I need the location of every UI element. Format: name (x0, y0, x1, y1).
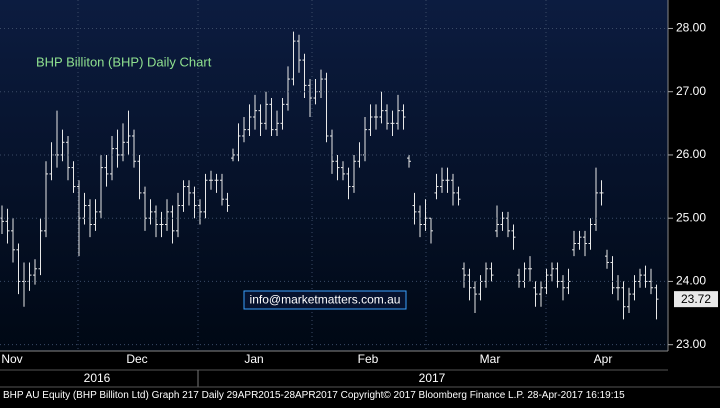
month-label: Nov (1, 352, 22, 366)
chart-title: BHP Billiton (BHP) Daily Chart (36, 54, 212, 69)
month-label: Jan (244, 352, 263, 366)
y-tick-label: 27.00 (676, 84, 706, 98)
ohlc-bars (0, 31, 659, 320)
annotation: info@marketmatters.com.au (250, 293, 401, 307)
year-label: 2016 (84, 371, 111, 385)
footer: BHP AU Equity (BHP Billiton Ltd) Graph 2… (3, 390, 625, 401)
y-tick-label: 23.00 (676, 337, 706, 351)
last-price-box (674, 291, 718, 308)
month-label: Apr (594, 352, 613, 366)
y-tick-label: 24.00 (676, 274, 706, 288)
month-label: Mar (480, 352, 501, 366)
y-tick-label: 25.00 (676, 210, 706, 224)
y-tick-label: 26.00 (676, 147, 706, 161)
month-label: Dec (126, 352, 147, 366)
annotation-box (243, 290, 407, 310)
last-price-label: 23.72 (681, 292, 711, 306)
y-tick-label: 28.00 (676, 21, 706, 35)
month-label: Feb (358, 352, 379, 366)
year-label: 2017 (419, 371, 446, 385)
